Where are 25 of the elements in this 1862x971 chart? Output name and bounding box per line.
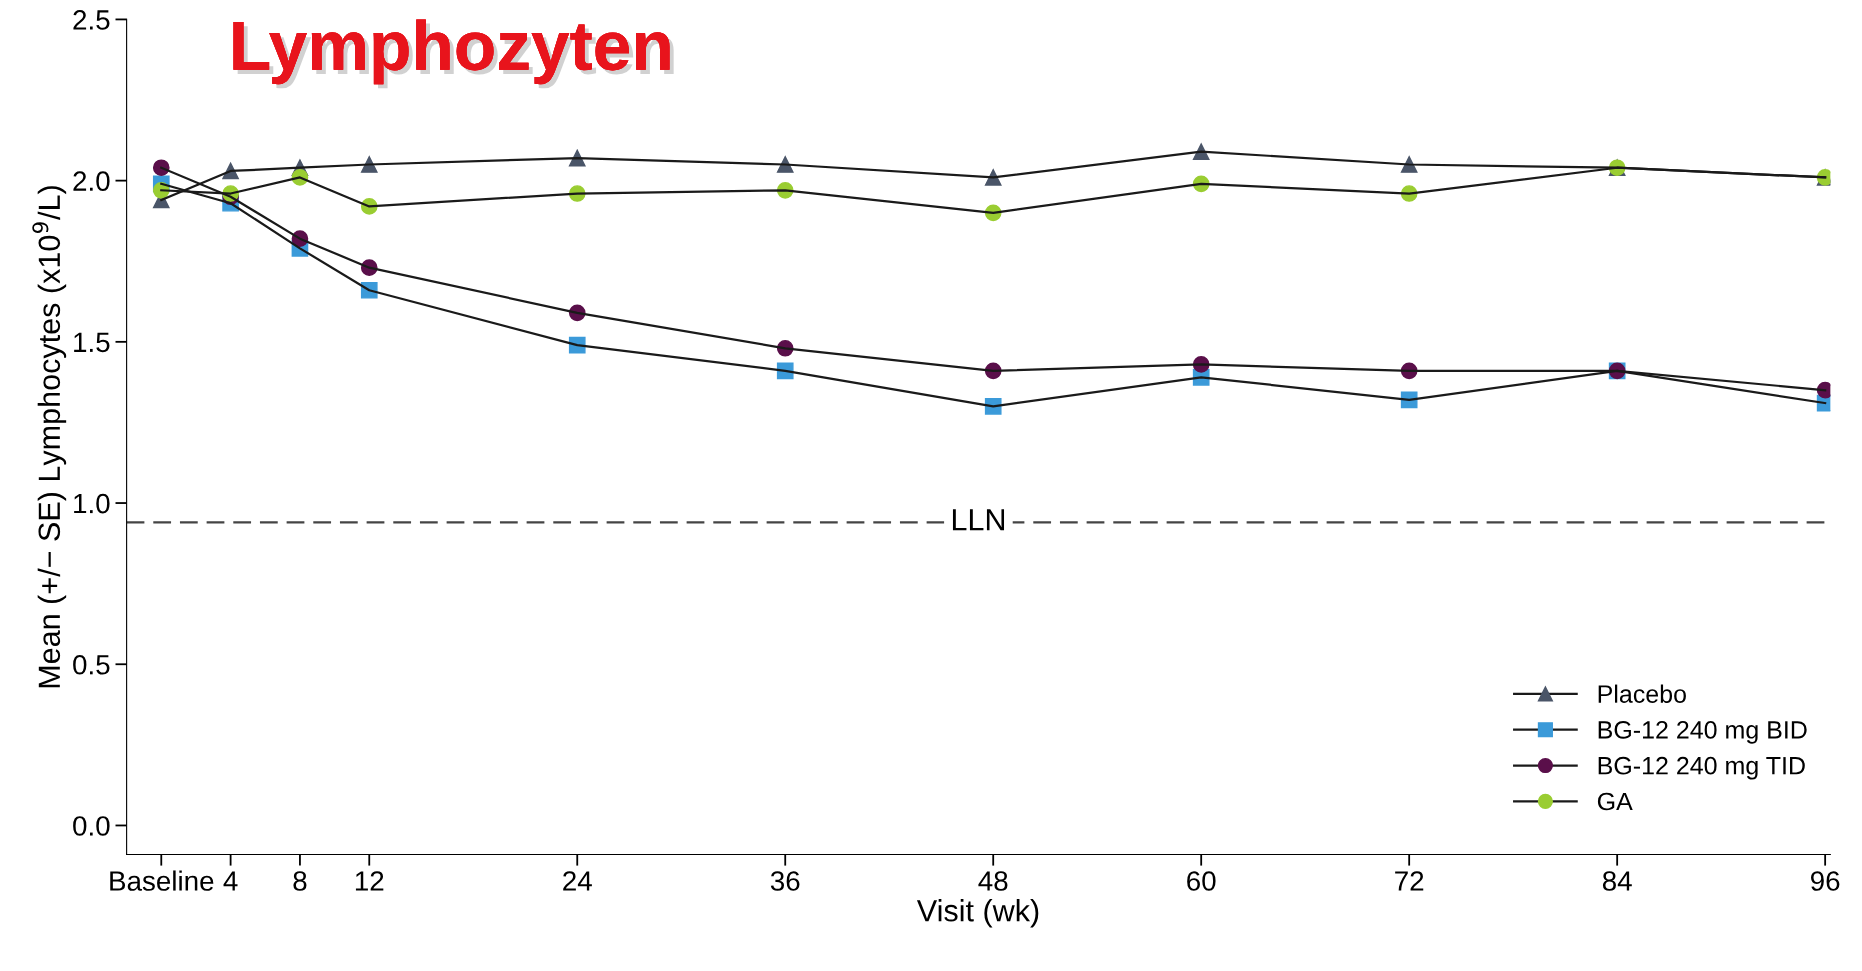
x-tick-label: Baseline <box>110 870 214 891</box>
legend-label: GA <box>1597 792 1633 811</box>
legend-label: Placebo <box>1598 684 1686 703</box>
x-tick-label: 72 <box>1395 871 1424 891</box>
x-tick-label: 8 <box>293 871 307 891</box>
x-tick-label: 84 <box>1602 871 1632 891</box>
x-tick-label: 24 <box>563 871 592 891</box>
ref-line-label: LLN <box>952 509 1005 531</box>
x-tick-label: 60 <box>1187 871 1216 891</box>
x-axis-title: Visit (wk) <box>916 899 1039 928</box>
y-tick-label: 1.5 <box>74 332 110 353</box>
y-tick-label: 2.5 <box>73 10 110 30</box>
legend-label: BG-12 240 mg BID <box>1598 721 1807 744</box>
y-axis-title: Mean (+/− SE) Lymphocytes (x10$^{9}$/L) <box>32 186 67 688</box>
x-tick-label: 12 <box>355 871 384 891</box>
y-tick-label: 2.0 <box>73 171 110 191</box>
x-tick-label: 96 <box>1811 871 1840 891</box>
chart-title: Lymphozyten <box>233 19 674 89</box>
y-tick-label: 1.0 <box>74 493 110 514</box>
x-tick-label: 36 <box>770 871 800 891</box>
y-tick-label: 0.0 <box>73 816 110 836</box>
y-tick-label: 0.5 <box>73 654 110 675</box>
x-tick-label: 48 <box>978 871 1008 891</box>
x-tick-label: 4 <box>223 871 238 891</box>
legend-label: BG-12 240 mg TID <box>1598 756 1805 780</box>
